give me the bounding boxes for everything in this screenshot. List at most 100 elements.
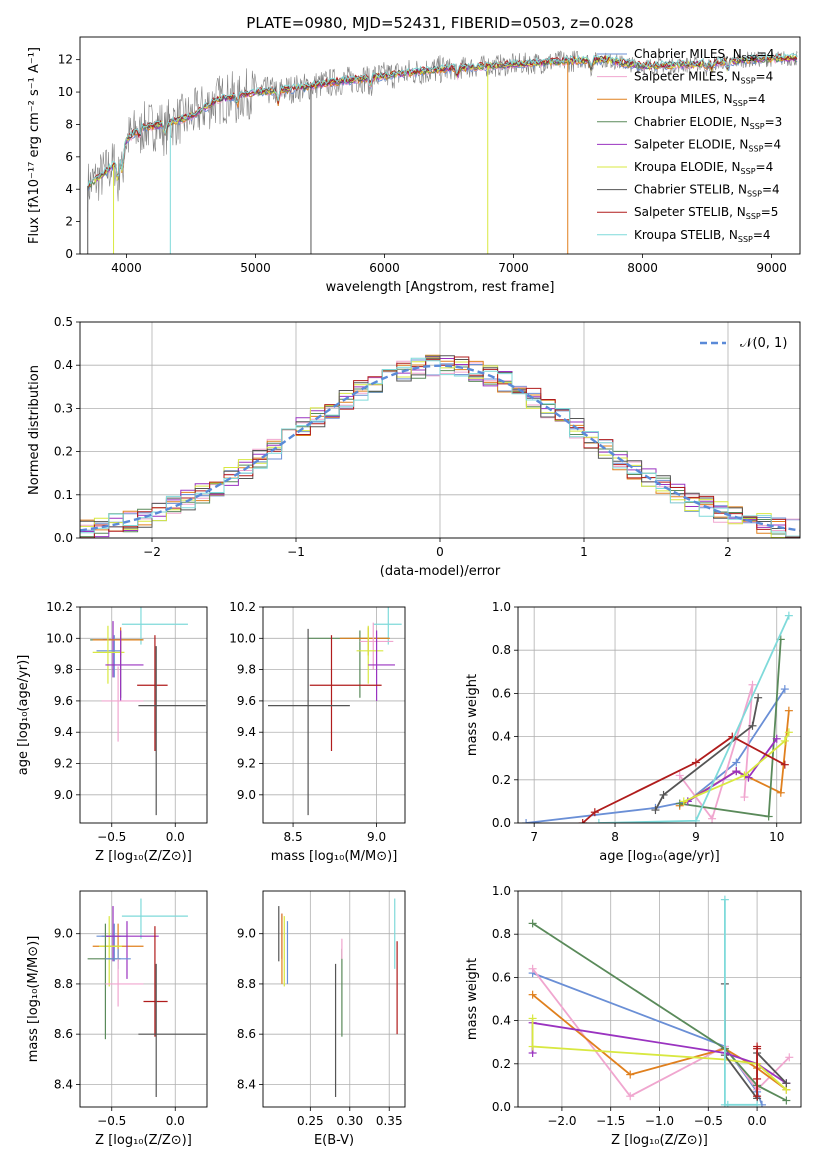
legend-label: Chabrier ELODIE, NSSP=3 [634,115,782,131]
age-vs-mass-grid [263,606,405,823]
age-vs-mass-plot-area [268,607,402,816]
mass-weight-vs-age-ytick-label: 0.6 [492,686,511,700]
age-vs-mass-ytick-label: 9.8 [237,663,256,677]
residual-histogram [80,357,800,538]
mass-weight-vs-age-xtick-label: 7 [530,830,538,844]
spectrum-xtick-label: 5000 [240,261,271,275]
mass-vs-EBV-ytick-label: 8.8 [237,977,256,991]
residuals-plot-area [80,354,800,538]
age-vs-mass-xtick-label: 9.0 [367,830,386,844]
age-vs-mass-panel: 8.5 9.0 9.0 9.2 9.4 9.6 9.8 10.0 10.2 mass [log₁₀… [229,600,406,864]
legend-subscript: SSP [741,77,756,86]
mass-vs-EBV-frame [262,890,406,1108]
mass-vs-EBV-xlabel: E(B-V) [314,1133,354,1148]
mass-weight-vs-age-frame [517,606,802,824]
age-vs-mass-ytick-label: 9.0 [237,788,256,802]
spectrum-frame [79,36,801,255]
age-vs-Z-xtick-label: −0.5 [97,830,126,844]
spectrum-ytick-label: 6 [65,150,73,164]
mass-weight-vs-age-ytick-label: 0.4 [492,730,511,744]
mass-vs-Z-ytick-label: 8.8 [54,977,73,991]
mass-weight-vs-age-ylabel: mass weight [465,674,480,756]
legend-label: Chabrier MILES, NSSP=4 [634,47,774,63]
spectrum-xtick-label: 6000 [369,261,400,275]
age-vs-Z-panel: −0.5 0.0 9.0 9.2 9.4 9.6 9.8 10.0 10.2 Z [log₁₀(Z… [16,600,208,864]
legend-count: =4 [762,183,780,197]
residuals-panel: −2 −1 0 1 2 0.0 0.1 0.2 0.3 0.4 0.5 (data-model)/er… [27,315,801,579]
spectrum-plot-area [87,50,798,254]
mass-weight-vs-Z-xtick-label: 0.0 [748,1114,767,1128]
legend-count: =4 [763,137,781,151]
mass-weight-vs-Z-ytick-label: 0.2 [492,1057,511,1071]
residuals-xtick-label: 2 [724,545,732,559]
gaussian-curve [80,364,800,532]
spectrum-ytick-label: 10 [58,85,73,99]
spectrum-xtick-label: 9000 [756,261,787,275]
legend-count: =4 [756,70,774,84]
legend-subscript: SSP [748,144,763,153]
mass-weight-vs-Z-xlabel: Z [log₁₀(Z/Z⊙)] [611,1133,708,1148]
age-vs-mass-ytick-label: 9.2 [237,757,256,771]
residuals-xlabel: (data-model)/error [380,564,501,579]
age-vs-Z-xtick-label: 0.0 [166,830,185,844]
age-vs-Z-ytick-label: 9.8 [54,663,73,677]
mass-weight-vs-Z-grid [518,890,801,1108]
mass-vs-Z-ytick-label: 8.4 [54,1077,73,1091]
legend-label: Kroupa ELODIE, NSSP=4 [634,160,773,176]
spectrum-xtick-label: 8000 [627,261,658,275]
residuals-xtick-label: 0 [436,545,444,559]
legend-label: Chabrier STELIB, NSSP=4 [634,183,780,199]
legend-count: =4 [753,228,771,242]
spectrum-model-line [87,53,798,188]
weight-line [654,697,759,811]
mass-weight-vs-age-xtick-label: 10 [769,830,784,844]
residuals-ytick-label: 0.5 [54,315,73,329]
mass-weight-vs-Z-xtick-label: −1.5 [596,1114,625,1128]
mass-weight-vs-Z-frame [517,890,802,1108]
mass-vs-EBV-ytick-label: 8.6 [237,1027,256,1041]
spectrum-ytick-label: 12 [58,53,73,67]
mass-weight-vs-age-plot-area [522,611,793,823]
age-vs-Z-frame [79,606,208,824]
mass-vs-EBV-ytick-label: 8.4 [237,1077,256,1091]
mass-weight-vs-age-ytick-label: 0.0 [492,816,511,830]
legend-count: =4 [757,47,775,61]
mass-vs-Z-plot-area [87,898,206,1097]
legend-label: Salpeter MILES, NSSP=4 [634,70,773,86]
mass-vs-Z-xlabel: Z [log₁₀(Z/Z⊙)] [95,1133,192,1148]
mass-vs-EBV-xtick-label: 0.35 [376,1114,403,1128]
legend-count: =4 [756,160,774,174]
mass-vs-EBV-grid [263,891,405,1107]
weight-line [598,615,790,823]
residuals-xtick-label: −2 [143,545,161,559]
spectrum-panel: 4000 5000 6000 7000 8000 9000 0 2 4 6 8 10 12 wavelen… [27,36,801,295]
mass-vs-Z-xtick-label: 0.0 [166,1114,185,1128]
legend-label: Salpeter ELODIE, NSSP=4 [634,137,781,153]
mass-vs-EBV-xtick-label: 0.25 [297,1114,324,1128]
spectrum-legend: Chabrier MILES, NSSP=4 Salpeter MILES, NS… [597,47,782,244]
spectrum-xlabel: wavelength [Angstrom, rest frame] [326,280,555,295]
age-vs-mass-xtick-label: 8.5 [284,830,303,844]
mass-weight-vs-age-ytick-label: 0.8 [492,643,511,657]
spectrum-ytick-label: 8 [65,117,73,131]
age-vs-mass-ytick-label: 9.6 [237,694,256,708]
residuals-xtick-label: 1 [580,545,588,559]
residuals-ytick-label: 0.0 [54,531,73,545]
mass-vs-Z-ytick-label: 8.6 [54,1027,73,1041]
mass-vs-Z-ylabel: mass [log₁₀(M/M⊙)] [26,936,41,1063]
mass-weight-vs-age-ytick-label: 0.2 [492,773,511,787]
age-vs-Z-ytick-label: 9.0 [54,788,73,802]
mass-weight-vs-age-ytick-label: 1.0 [492,600,511,614]
age-vs-Z-ytick-label: 9.4 [54,725,73,739]
mass-vs-Z-panel: −0.5 0.0 8.4 8.6 8.8 9.0 Z [log₁₀(Z/Z⊙)] mass [… [26,890,208,1148]
gaussian-legend-label: 𝒩(0, 1) [740,336,787,351]
age-vs-mass-ytick-label: 9.4 [237,725,256,739]
mass-weight-vs-Z-ytick-label: 0.6 [492,970,511,984]
weight-line [683,731,790,803]
age-vs-Z-ytick-label: 9.2 [54,757,73,771]
age-vs-Z-plot-area [90,607,206,816]
residuals-xtick-label: −1 [287,545,305,559]
age-vs-Z-ytick-label: 10.0 [46,631,73,645]
spectrum-ytick-label: 4 [65,182,73,196]
legend-subscript: SSP [733,99,748,108]
